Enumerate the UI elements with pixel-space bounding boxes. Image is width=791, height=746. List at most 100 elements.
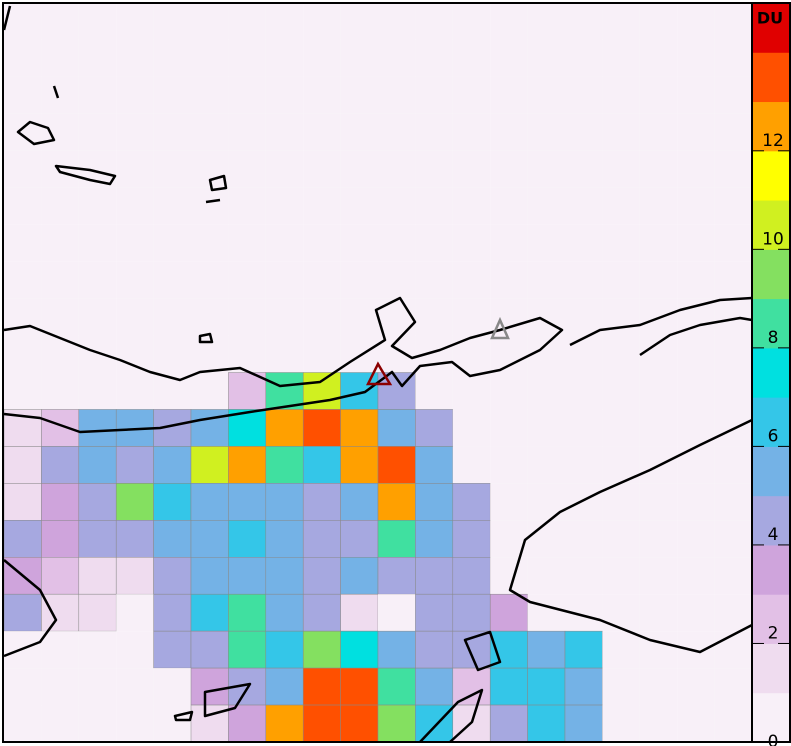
heatmap-cell	[41, 593, 80, 632]
volcano-marker	[365, 361, 393, 386]
coastline	[639, 316, 753, 357]
heatmap-cell	[639, 187, 678, 225]
heatmap-cell	[78, 113, 117, 151]
heatmap-cell	[714, 705, 752, 742]
heatmap-cell	[527, 76, 565, 114]
heatmap-cell	[4, 113, 42, 151]
heatmap-cell	[190, 630, 229, 669]
heatmap-cell	[302, 593, 341, 632]
heatmap-cell	[490, 261, 528, 299]
coastlines	[2, 5, 753, 743]
heatmap-cell	[302, 483, 341, 521]
heatmap-cell	[415, 150, 453, 188]
heatmap-cell	[415, 483, 454, 521]
heatmap-cell	[378, 594, 416, 632]
heatmap-cell	[415, 704, 454, 743]
coastline	[569, 296, 753, 347]
heatmap-cell	[4, 39, 42, 77]
colorbar-band	[752, 446, 790, 497]
coastline	[205, 198, 221, 204]
heatmap-cell	[116, 705, 154, 742]
heatmap-cell	[153, 113, 191, 151]
heatmap-cell	[153, 446, 192, 484]
heatmap-cell	[41, 372, 79, 410]
heatmap-cell	[452, 483, 491, 521]
heatmap-cell	[677, 76, 715, 114]
heatmap-cell	[340, 667, 379, 706]
coastline	[198, 332, 214, 344]
heatmap-cell	[265, 704, 304, 743]
heatmap-cell	[602, 150, 640, 188]
heatmap-cell	[190, 483, 229, 521]
heatmap-cell	[3, 483, 42, 521]
heatmap-cell	[527, 704, 566, 743]
heatmap-cell	[41, 557, 80, 595]
heatmap-cell	[378, 261, 416, 299]
heatmap-cell	[78, 39, 117, 77]
heatmap-cell	[41, 335, 79, 373]
colorbar-tick-label: 2	[768, 623, 779, 643]
heatmap-cell	[490, 224, 528, 262]
heatmap-cell	[677, 705, 715, 742]
heatmap-cell	[265, 39, 304, 77]
heatmap-cell	[303, 335, 341, 373]
colorbar-frame	[751, 2, 791, 743]
heatmap-cell	[41, 409, 80, 447]
heatmap-cell	[415, 187, 453, 225]
heatmap-cell	[340, 261, 378, 299]
heatmap-cell	[116, 113, 154, 151]
heatmap-cell	[340, 593, 379, 632]
heatmap-cell	[564, 704, 603, 743]
heatmap-cell	[490, 39, 528, 77]
heatmap-cell	[565, 76, 603, 114]
heatmap-cell	[378, 298, 416, 336]
heatmap-cell	[265, 224, 304, 262]
heatmap-cell	[714, 298, 752, 336]
heatmap-cell	[677, 261, 715, 299]
heatmap-cell	[228, 372, 267, 410]
colorbar-band	[752, 544, 790, 595]
heatmap-cell	[602, 187, 640, 225]
heatmap-cell	[191, 76, 229, 114]
heatmap-cell	[415, 3, 453, 40]
heatmap-cell	[153, 520, 192, 558]
heatmap-cell	[677, 187, 715, 225]
heatmap-cell	[265, 150, 304, 188]
heatmap-cell	[527, 520, 565, 558]
coastline	[2, 5, 12, 31]
heatmap-cell	[340, 630, 379, 669]
heatmap-cell	[565, 446, 603, 484]
heatmap-cell	[415, 261, 453, 299]
heatmap-cell	[565, 409, 603, 447]
heatmap-cell	[228, 704, 267, 743]
heatmap-cell	[452, 409, 491, 447]
heatmap-cell	[527, 446, 565, 484]
heatmap-cell	[228, 446, 267, 484]
heatmap-cell	[452, 113, 491, 151]
heatmap-cell	[191, 298, 229, 336]
heatmap-cell	[41, 150, 79, 188]
heatmap-cell	[527, 150, 565, 188]
heatmap-cell	[190, 557, 229, 595]
heatmap-cell	[602, 520, 640, 558]
heatmap-cell	[3, 446, 42, 484]
heatmap-cell	[191, 39, 229, 77]
heatmap-cell	[565, 335, 603, 373]
heatmap-cell	[191, 261, 229, 299]
heatmap-cell	[527, 39, 565, 77]
heatmap-cell	[116, 594, 154, 632]
heatmap-cell	[639, 113, 678, 151]
heatmap-cell	[340, 483, 379, 521]
heatmap-cell	[303, 150, 341, 188]
heatmap-cell	[452, 667, 491, 706]
heatmap-cell	[153, 298, 191, 336]
heatmap-cell	[677, 446, 715, 484]
heatmap-cell	[340, 298, 378, 336]
heatmap-cell	[78, 224, 117, 262]
heatmap-cell	[452, 593, 491, 632]
heatmap-cell	[265, 593, 304, 632]
heatmap-cell	[415, 76, 453, 114]
heatmap-cell	[378, 150, 416, 188]
heatmap-cell	[302, 630, 341, 669]
heatmap-cell	[677, 224, 715, 262]
